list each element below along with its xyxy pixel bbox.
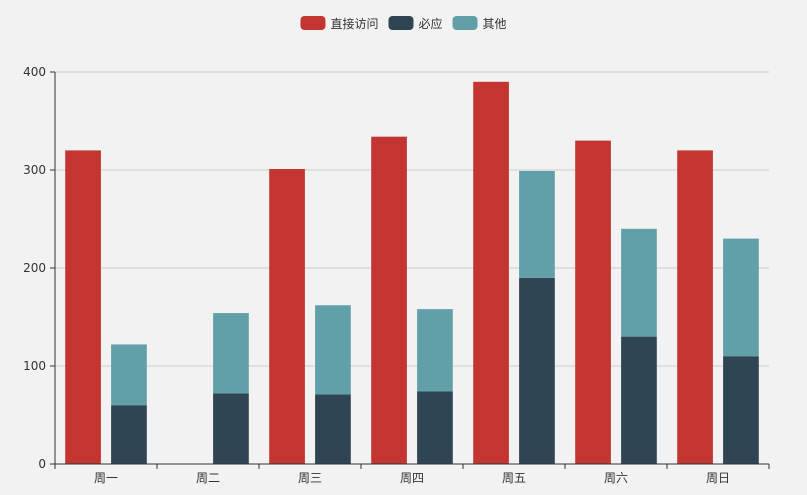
y-tick-label: 300	[23, 163, 46, 177]
x-tick-label: 周日	[706, 471, 730, 485]
legend-item-其他[interactable]: 其他	[452, 16, 507, 31]
legend-label: 直接访问	[330, 16, 378, 31]
bar-必应-周四[interactable]	[417, 391, 453, 464]
legend-label: 必应	[418, 16, 442, 31]
bar-其他-周三[interactable]	[315, 305, 351, 395]
axes: 0 100 200 300 400 周一 周二 周三 周四 周五 周六 周日	[23, 65, 770, 485]
bars	[65, 81, 759, 465]
bar-其他-周一[interactable]	[111, 344, 147, 406]
x-tick-label: 周一	[94, 471, 118, 485]
bar-直接访问-周日[interactable]	[677, 150, 713, 464]
bar-其他-周四[interactable]	[417, 309, 453, 392]
legend-label: 其他	[483, 17, 507, 31]
bar-其他-周日[interactable]	[723, 238, 759, 357]
legend: 直接访问 必应 其他	[300, 16, 507, 31]
bar-其他-周六[interactable]	[621, 228, 657, 337]
legend-swatch	[300, 16, 326, 30]
y-tick-label: 100	[23, 359, 46, 373]
legend-swatch	[388, 16, 414, 30]
bar-必应-周三[interactable]	[315, 394, 351, 464]
x-tick-label: 周五	[502, 471, 526, 485]
y-tick-label: 200	[23, 261, 46, 275]
y-tick-label: 400	[23, 65, 46, 79]
bar-直接访问-周一[interactable]	[65, 150, 101, 464]
bar-必应-周二[interactable]	[213, 393, 249, 464]
legend-swatch	[452, 16, 478, 30]
bar-必应-周六[interactable]	[621, 336, 657, 464]
bar-必应-周五[interactable]	[519, 277, 555, 464]
y-tick-label: 0	[38, 457, 46, 471]
bar-必应-周一[interactable]	[111, 405, 147, 464]
legend-item-直接访问[interactable]: 直接访问	[300, 16, 378, 31]
bar-直接访问-周六[interactable]	[575, 140, 611, 464]
bar-直接访问-周四[interactable]	[371, 136, 407, 464]
bar-直接访问-周五[interactable]	[473, 81, 509, 465]
legend-item-必应[interactable]: 必应	[388, 16, 443, 31]
grid	[55, 71, 769, 367]
x-tick-label: 周四	[400, 471, 424, 485]
bar-其他-周二[interactable]	[213, 313, 249, 394]
bar-其他-周五[interactable]	[519, 170, 555, 278]
bar-必应-周日[interactable]	[723, 356, 759, 464]
bar-直接访问-周三[interactable]	[269, 169, 305, 464]
x-tick-label: 周六	[604, 471, 628, 485]
x-tick-label: 周三	[298, 471, 322, 485]
x-tick-label: 周二	[196, 471, 220, 485]
